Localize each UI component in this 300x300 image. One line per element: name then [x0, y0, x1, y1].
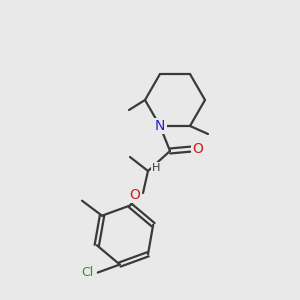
Text: Cl: Cl [82, 266, 94, 279]
Text: N: N [155, 119, 165, 133]
Text: O: O [130, 188, 140, 202]
Text: O: O [193, 142, 203, 156]
Text: H: H [152, 163, 160, 173]
